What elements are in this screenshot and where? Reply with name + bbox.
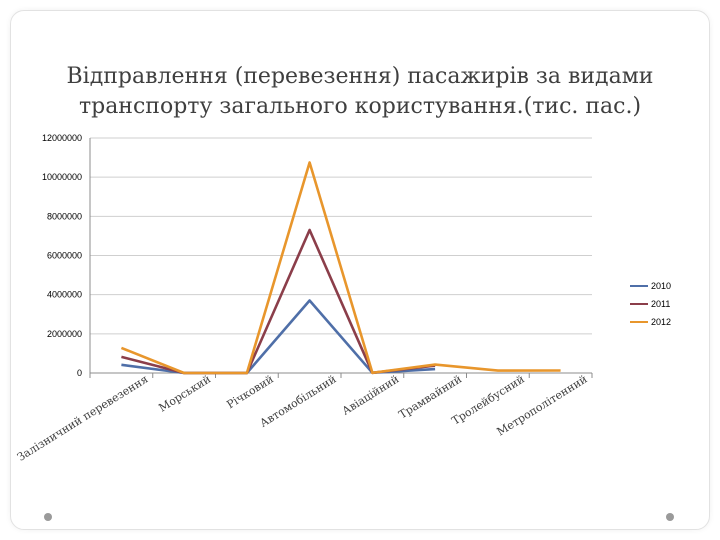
slide-title: Відправлення (перевезення) пасажирів за … [66,64,654,119]
y-tick-label: 4000000 [47,290,82,300]
y-tick-label: 8000000 [47,211,82,221]
x-tick-label: Авіаційний [340,373,402,418]
y-tick-label: 10000000 [42,172,82,182]
y-tick-label: 0 [77,368,82,378]
slide-frame [10,10,710,530]
legend-label-2012: 2012 [651,317,671,327]
series-layer [120,161,561,375]
legend-label-2010: 2010 [651,281,671,291]
slide-dot-right [666,513,674,521]
slide-dot-left [44,513,52,521]
x-tick-label: Залізничний перевезення [15,372,150,463]
x-tick-label: Річковий [224,373,275,412]
legend-label-2011: 2011 [651,299,670,309]
series-line-2012 [120,161,561,375]
series-line-2011 [121,228,436,375]
y-tick-label: 2000000 [47,329,82,339]
y-tick-label: 6000000 [47,251,82,261]
x-tick-label: Морський [156,373,213,415]
series-line-2010 [121,299,436,375]
y-tick-label: 12000000 [42,133,82,143]
legend-layer: 2010 2011 2012 [630,281,671,327]
